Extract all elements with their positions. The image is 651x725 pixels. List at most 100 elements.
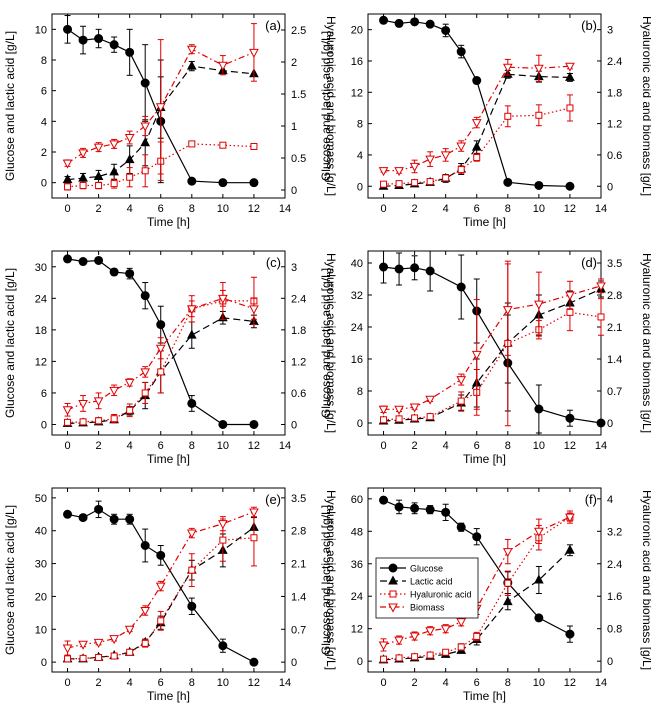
x-tick-label: 14	[595, 677, 607, 689]
data-point	[219, 536, 227, 544]
data-point	[395, 654, 403, 662]
data-point	[78, 513, 88, 523]
y-tick-label-left: 20	[35, 591, 47, 603]
x-tick-label: 2	[96, 440, 102, 452]
y-tick-label-left: 6	[41, 388, 47, 400]
x-tick-label: 6	[158, 440, 164, 452]
data-point	[380, 180, 388, 188]
y-axis-label-right: Hyaluronic acid and biomass [g/L]	[640, 253, 651, 433]
data-point	[78, 399, 88, 410]
x-tick-label: 14	[595, 440, 607, 452]
x-tick-label: 12	[564, 440, 576, 452]
data-point	[504, 112, 512, 120]
data-point	[78, 172, 88, 182]
data-point	[110, 415, 118, 423]
data-point	[249, 419, 259, 429]
data-point	[442, 174, 450, 182]
y-axis-label-left: Glucose and lactic acid [g/L]	[3, 505, 17, 655]
x-tick-label: 6	[474, 677, 480, 689]
data-point	[95, 653, 103, 661]
data-point	[597, 313, 605, 321]
y-tick-label-left: 6	[41, 86, 47, 98]
chart-panel: 0 2 4 6 8 10 12 14061218243000.61.21.82.43Time …	[3, 250, 338, 466]
data-point	[502, 306, 513, 316]
y-tick-label-right: 0.8	[607, 624, 622, 636]
data-point	[442, 648, 450, 656]
series-biomass	[378, 263, 606, 415]
data-point	[126, 173, 134, 181]
y-axis-label-right: Hyaluronic acid and biomass [g/L]	[324, 490, 338, 670]
y-tick-label-left: 30	[35, 559, 47, 571]
panel-label: (a)	[265, 18, 281, 33]
y-tick-label-right: 0	[607, 181, 613, 193]
x-tick-label: 0	[64, 677, 70, 689]
series-hyaluronic-acid	[380, 510, 574, 663]
plot-frame	[367, 250, 602, 436]
data-point	[141, 639, 149, 647]
data-point	[140, 122, 151, 132]
series-line	[67, 537, 254, 660]
y-tick-label-right: 1.2	[607, 119, 622, 131]
x-tick-label: 4	[127, 440, 133, 452]
data-point	[534, 527, 544, 537]
y-tick-label-right: 2.4	[291, 293, 306, 305]
y-tick-label-left: 24	[351, 591, 363, 603]
y-axis-label-left: Glucose and lactic acid [g/L]	[319, 31, 333, 181]
data-point	[218, 419, 228, 429]
x-tick-label: 2	[96, 203, 102, 215]
series-line	[67, 65, 254, 181]
series-line	[67, 143, 254, 188]
x-tick-label: 12	[248, 440, 260, 452]
data-point	[566, 104, 574, 112]
x-axis-label: Time [h]	[463, 215, 506, 229]
data-point	[394, 18, 404, 28]
data-point	[565, 181, 575, 191]
x-tick-label: 2	[412, 440, 418, 452]
data-point	[411, 653, 419, 661]
series-line	[383, 65, 570, 172]
series-line	[67, 508, 255, 663]
series-glucose	[63, 500, 259, 667]
y-tick-label-right: 0.6	[607, 150, 622, 162]
y-tick-label-right: 4	[607, 494, 613, 506]
y-axis-label-right: Hyaluronic acid and biomass [g/L]	[640, 490, 651, 670]
y-tick-label-right: 0.7	[291, 624, 306, 636]
data-point	[124, 134, 135, 144]
x-tick-label: 0	[380, 677, 386, 689]
series-line	[67, 28, 254, 184]
series-line	[383, 285, 602, 410]
y-tick-label-left: 8	[357, 119, 363, 131]
y-tick-label-left: 32	[351, 290, 363, 302]
data-point	[534, 180, 544, 190]
data-point	[78, 35, 88, 45]
y-tick-label-right: 1.8	[291, 325, 306, 337]
legend-label: Glucose	[410, 564, 443, 574]
y-tick-label-right: 1.4	[291, 591, 306, 603]
data-point	[186, 60, 197, 70]
data-point	[596, 282, 606, 292]
series-line	[67, 258, 254, 426]
data-point	[378, 167, 389, 177]
data-point	[78, 257, 88, 267]
data-point	[186, 329, 197, 339]
y-axis-label-left: Glucose and lactic acid [g/L]	[3, 268, 17, 418]
y-tick-label-left: 10	[35, 624, 47, 636]
x-tick-label: 10	[217, 677, 229, 689]
data-point	[140, 291, 150, 301]
data-point	[78, 149, 88, 159]
x-tick-label: 6	[474, 440, 480, 452]
x-tick-label: 10	[533, 677, 545, 689]
series-line	[383, 499, 571, 635]
data-point	[250, 142, 258, 150]
plot-frame	[51, 13, 286, 199]
y-tick-label-left: 30	[35, 262, 47, 274]
y-axis-label-right: Hyaluronic acid and biomass [g/L]	[324, 253, 338, 433]
data-point	[93, 143, 104, 153]
panel-label: (e)	[265, 492, 281, 507]
data-point	[218, 641, 228, 651]
data-point	[410, 17, 420, 27]
data-point	[141, 389, 149, 397]
